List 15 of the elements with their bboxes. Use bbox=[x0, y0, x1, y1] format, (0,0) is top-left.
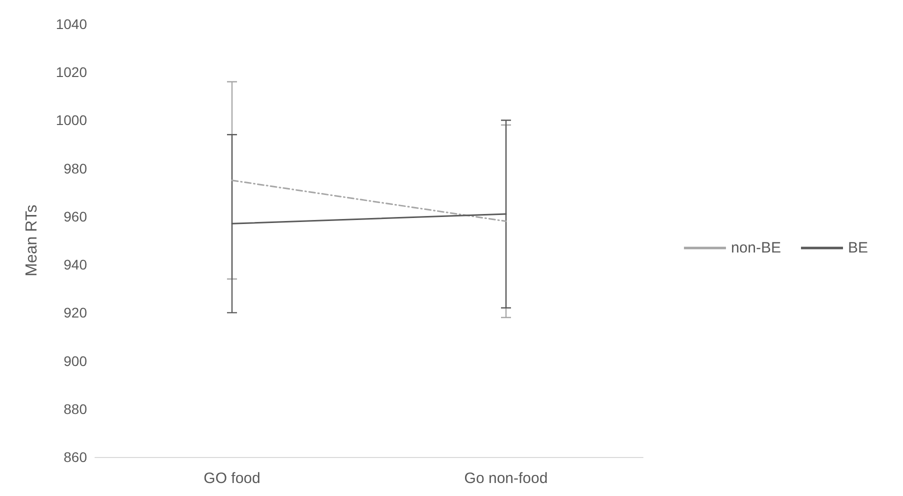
x-tick-label: GO food bbox=[204, 470, 260, 487]
y-axis-title: Mean RTs bbox=[24, 204, 40, 276]
y-tick-label: 960 bbox=[64, 208, 88, 224]
legend-label: non-BE bbox=[730, 240, 782, 256]
y-tick-label: 1020 bbox=[56, 64, 88, 80]
legend-label: BE bbox=[848, 240, 868, 256]
y-tick-label: 880 bbox=[64, 400, 88, 417]
y-tick-label: 900 bbox=[64, 352, 88, 369]
y-tick-label: 940 bbox=[64, 256, 88, 273]
y-tick-label: 1000 bbox=[56, 112, 88, 128]
y-tick-label: 1040 bbox=[56, 16, 88, 32]
x-tick-label: Go non-food bbox=[464, 470, 548, 487]
y-tick-label: 980 bbox=[64, 160, 88, 176]
y-tick-label: 860 bbox=[64, 449, 88, 465]
y-tick-label: 920 bbox=[64, 304, 88, 321]
